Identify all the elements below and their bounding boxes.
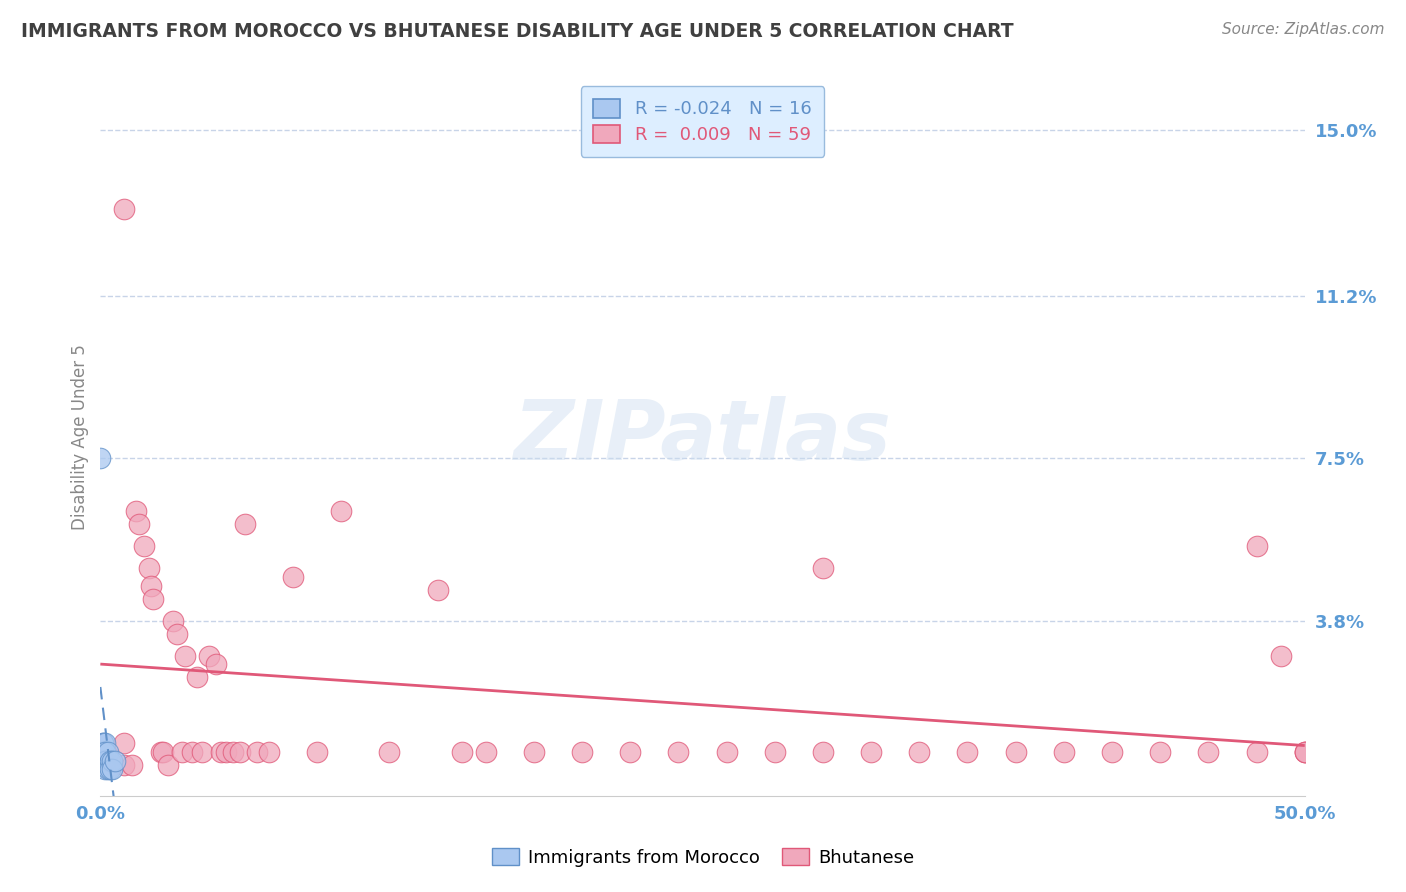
Point	[209, 745, 232, 759]
Point	[307, 745, 329, 759]
Point	[89, 451, 111, 466]
Point	[763, 745, 786, 759]
Point	[186, 671, 208, 685]
Point	[619, 745, 641, 759]
Point	[1270, 648, 1292, 663]
Text: Source: ZipAtlas.com: Source: ZipAtlas.com	[1222, 22, 1385, 37]
Point	[114, 736, 136, 750]
Point	[94, 745, 117, 759]
Point	[94, 754, 117, 768]
Point	[138, 561, 160, 575]
Point	[571, 745, 593, 759]
Point	[114, 202, 136, 216]
Point	[246, 745, 269, 759]
Legend: R = -0.024   N = 16, R =  0.009   N = 59: R = -0.024 N = 16, R = 0.009 N = 59	[581, 87, 824, 157]
Point	[142, 591, 165, 606]
Point	[281, 570, 304, 584]
Point	[180, 745, 202, 759]
Point	[229, 745, 252, 759]
Legend: Immigrants from Morocco, Bhutanese: Immigrants from Morocco, Bhutanese	[485, 841, 921, 874]
Point	[132, 539, 155, 553]
Point	[128, 517, 150, 532]
Point	[94, 736, 117, 750]
Point	[104, 754, 127, 768]
Point	[1294, 745, 1316, 759]
Point	[668, 745, 690, 759]
Point	[139, 578, 162, 592]
Point	[1101, 745, 1123, 759]
Point	[121, 758, 143, 772]
Point	[125, 504, 148, 518]
Point	[426, 582, 449, 597]
Point	[450, 745, 472, 759]
Point	[811, 745, 834, 759]
Point	[1246, 539, 1268, 553]
Point	[956, 745, 979, 759]
Point	[1246, 745, 1268, 759]
Point	[1149, 745, 1171, 759]
Point	[114, 758, 136, 772]
Point	[190, 745, 212, 759]
Point	[716, 745, 738, 759]
Point	[257, 745, 280, 759]
Point	[1053, 745, 1076, 759]
Point	[149, 745, 172, 759]
Point	[97, 745, 120, 759]
Point	[1294, 745, 1316, 759]
Point	[378, 745, 401, 759]
Point	[162, 614, 184, 628]
Point	[101, 758, 124, 772]
Point	[172, 745, 194, 759]
Point	[214, 745, 236, 759]
Point	[908, 745, 931, 759]
Point	[91, 736, 114, 750]
Point	[1004, 745, 1026, 759]
Point	[523, 745, 546, 759]
Point	[1294, 745, 1316, 759]
Point	[173, 648, 195, 663]
Point	[94, 763, 117, 777]
Point	[233, 517, 256, 532]
Point	[91, 745, 114, 759]
Point	[98, 754, 121, 768]
Point	[101, 763, 124, 777]
Point	[197, 648, 219, 663]
Point	[474, 745, 496, 759]
Point	[97, 763, 120, 777]
Point	[91, 754, 114, 768]
Text: IMMIGRANTS FROM MOROCCO VS BHUTANESE DISABILITY AGE UNDER 5 CORRELATION CHART: IMMIGRANTS FROM MOROCCO VS BHUTANESE DIS…	[21, 22, 1014, 41]
Point	[205, 657, 228, 672]
Point	[811, 561, 834, 575]
Point	[166, 626, 188, 640]
Point	[91, 736, 114, 750]
Point	[860, 745, 883, 759]
Point	[98, 763, 121, 777]
Point	[101, 754, 124, 768]
Point	[156, 758, 179, 772]
Point	[222, 745, 245, 759]
Text: ZIPatlas: ZIPatlas	[513, 396, 891, 477]
Y-axis label: Disability Age Under 5: Disability Age Under 5	[72, 343, 89, 530]
Point	[330, 504, 353, 518]
Point	[1197, 745, 1219, 759]
Point	[152, 745, 174, 759]
